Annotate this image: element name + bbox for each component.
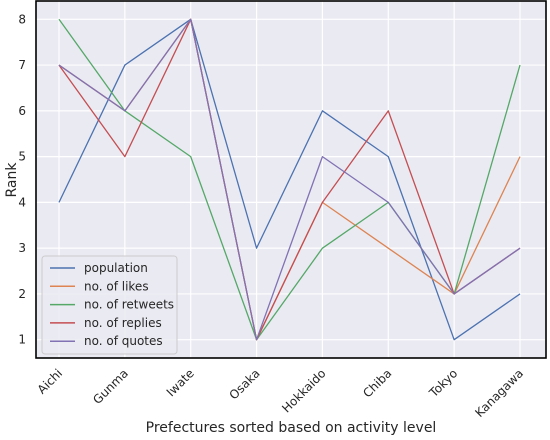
legend-label: population [84, 261, 148, 275]
legend-label: no. of likes [84, 279, 149, 293]
y-tick-label: 7 [18, 58, 26, 72]
series-line-4 [58, 18, 521, 341]
legend: population no. of likes no. of retweets no.… [41, 255, 178, 355]
y-tick-label: 5 [18, 150, 26, 164]
y-tick-label: 3 [18, 241, 26, 255]
plot-frame [35, 0, 547, 359]
legend-label: no. of retweets [84, 298, 174, 312]
y-axis-label: Rank [4, 162, 20, 198]
y-tick-label: 1 [18, 333, 26, 347]
grid-lines [36, 1, 546, 358]
y-axis-ticks: 1 2 3 4 5 6 7 8 [18, 12, 26, 346]
legend-label: no. of replies [84, 316, 162, 330]
series-line-5 [58, 18, 521, 341]
y-tick-label: 8 [18, 12, 26, 26]
y-tick-label: 6 [18, 104, 26, 118]
y-tick-label: 2 [18, 287, 26, 301]
x-axis-label: Prefectures sorted based on activity lev… [146, 420, 437, 436]
legend-label: no. of quotes [84, 334, 163, 348]
series-line-1 [58, 18, 521, 341]
y-tick-label: 4 [18, 195, 26, 209]
legend-box [41, 255, 178, 355]
series-layer [58, 18, 521, 341]
